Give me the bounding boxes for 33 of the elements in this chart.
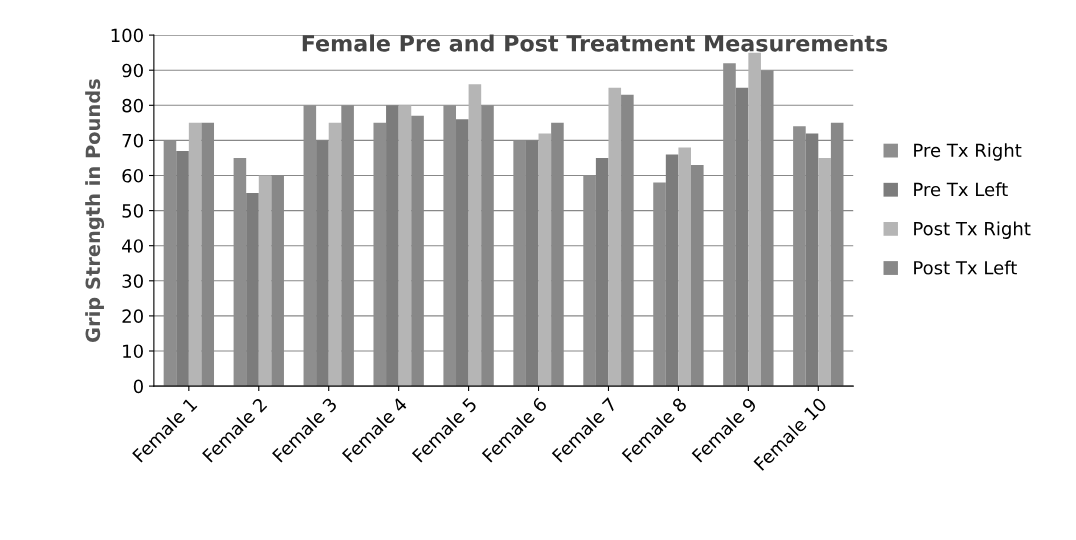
bar xyxy=(538,133,552,387)
bar xyxy=(398,105,412,387)
y-tick-label: 70 xyxy=(122,133,143,148)
y-axis-title: Grip Strength in Pounds xyxy=(85,79,105,342)
legend-label: Pre Tx Left xyxy=(914,182,1008,197)
y-tick-label: 100 xyxy=(111,28,143,43)
bar xyxy=(468,84,482,387)
chart-title: Female Pre and Post Treatment Measurements xyxy=(302,34,888,52)
legend-label: Post Tx Right xyxy=(914,221,1031,239)
bar xyxy=(735,87,749,387)
bar xyxy=(328,122,342,387)
bar xyxy=(748,52,761,387)
legend-label: Pre Tx Right xyxy=(914,143,1022,161)
y-tick-label: 20 xyxy=(122,309,143,324)
legend-label: Post Tx Left xyxy=(914,260,1017,275)
bar xyxy=(246,193,259,387)
bar xyxy=(818,157,831,387)
y-tick-label: 90 xyxy=(122,63,143,78)
y-tick-label: 60 xyxy=(122,168,143,183)
bar xyxy=(608,87,622,387)
bar xyxy=(176,150,189,387)
y-tick-label: 40 xyxy=(122,239,143,253)
bar xyxy=(456,119,469,387)
y-tick-label: 10 xyxy=(123,344,143,359)
y-tick-label: 50 xyxy=(122,204,143,218)
y-tick-label: 80 xyxy=(122,98,143,113)
y-tick-label: 30 xyxy=(122,274,143,288)
bar xyxy=(188,122,202,387)
bar xyxy=(316,140,329,387)
y-tick-label: 0 xyxy=(133,379,143,394)
bar xyxy=(258,175,272,387)
bar xyxy=(678,147,692,387)
bar xyxy=(525,140,539,387)
